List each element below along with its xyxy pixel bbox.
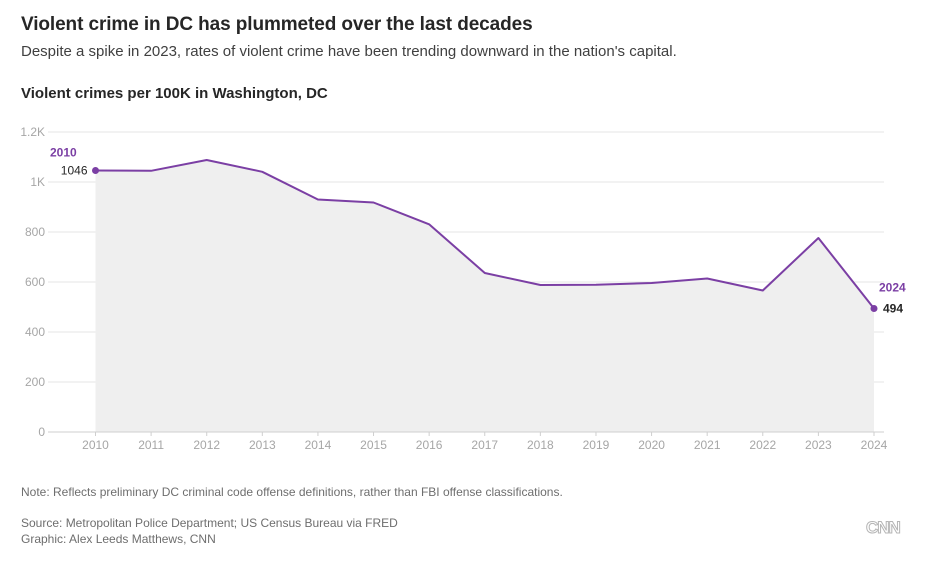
page-title: Violent crime in DC has plummeted over t… xyxy=(21,14,533,35)
data-point xyxy=(483,271,487,275)
data-point xyxy=(316,198,320,202)
y-tick-label: 1K xyxy=(30,175,45,189)
data-point xyxy=(205,158,209,162)
x-tick-label: 2013 xyxy=(249,438,276,452)
x-axis-ticks: 2010 2011 2012 2013 2014 2015 2016 2017 2018 2019… xyxy=(82,432,888,452)
x-tick-label: 2012 xyxy=(193,438,220,452)
violent-crime-chart: 0 200 400 600 800 1K 1.2K 2010 2011 2012 2013 2014… xyxy=(20,125,906,452)
x-tick-label: 2010 xyxy=(82,438,109,452)
data-point xyxy=(427,222,431,226)
chart-title: Violent crimes per 100K in Washington, D… xyxy=(21,85,328,102)
endpoint-annotations: 2010 1046 2024 494 xyxy=(50,146,906,316)
endpoint-marker xyxy=(870,305,878,312)
data-point xyxy=(816,236,820,240)
endpoint-markers xyxy=(92,158,878,312)
x-tick-label: 2023 xyxy=(805,438,832,452)
x-tick-label: 2019 xyxy=(583,438,610,452)
start-value-label: 1046 xyxy=(61,164,88,178)
x-tick-label: 2024 xyxy=(861,438,888,452)
start-year-label: 2010 xyxy=(50,146,77,160)
end-value-label: 494 xyxy=(883,302,903,316)
x-tick-label: 2022 xyxy=(749,438,776,452)
footnote: Note: Reflects preliminary DC criminal c… xyxy=(21,485,563,499)
x-tick-label: 2021 xyxy=(694,438,721,452)
credit-line: Graphic: Alex Leeds Matthews, CNN xyxy=(21,532,216,546)
source-line: Source: Metropolitan Police Department; … xyxy=(21,516,398,530)
x-tick-label: 2015 xyxy=(360,438,387,452)
page-subtitle: Despite a spike in 2023, rates of violen… xyxy=(21,43,677,60)
data-point xyxy=(705,277,709,281)
x-tick-label: 2018 xyxy=(527,438,554,452)
y-tick-label: 800 xyxy=(25,225,45,239)
y-tick-label: 1.2K xyxy=(20,125,45,139)
data-point xyxy=(538,283,542,287)
endpoint-marker xyxy=(92,167,99,174)
cnn-logo: CNN xyxy=(866,518,902,538)
area-fill xyxy=(95,160,874,432)
y-tick-label: 0 xyxy=(38,425,45,439)
data-point xyxy=(761,289,765,293)
x-tick-label: 2017 xyxy=(471,438,498,452)
data-point xyxy=(372,201,376,205)
y-tick-label: 600 xyxy=(25,275,45,289)
x-tick-label: 2020 xyxy=(638,438,665,452)
x-tick-label: 2011 xyxy=(138,438,164,452)
y-tick-label: 400 xyxy=(25,325,45,339)
end-year-label: 2024 xyxy=(879,281,906,295)
x-tick-label: 2016 xyxy=(416,438,443,452)
data-point xyxy=(260,170,264,174)
y-tick-label: 200 xyxy=(25,375,45,389)
data-point xyxy=(594,283,598,287)
series-line xyxy=(95,159,875,310)
x-tick-label: 2014 xyxy=(305,438,332,452)
data-point xyxy=(650,281,654,285)
y-axis-ticks: 0 200 400 600 800 1K 1.2K xyxy=(20,125,45,439)
data-point xyxy=(149,169,153,173)
